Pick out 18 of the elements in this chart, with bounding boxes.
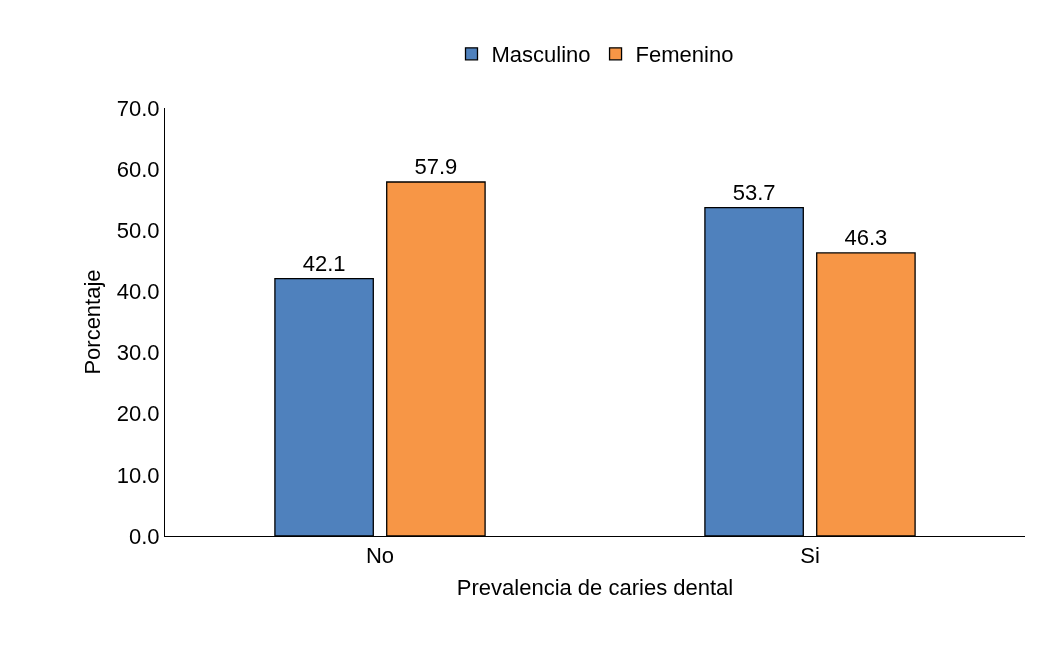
legend-label: Masculino: [491, 42, 591, 68]
y-tick-label: 40.0: [116, 279, 160, 305]
data-label: 53.7: [732, 179, 776, 205]
y-tick-label: 10.0: [116, 462, 160, 488]
x-tick-label: No: [365, 543, 395, 569]
legend-label: Femenino: [635, 42, 734, 68]
y-tick-label: 20.0: [116, 401, 160, 427]
y-axis-title: Porcentaje: [79, 269, 105, 375]
data-label: 42.1: [302, 250, 346, 276]
y-tick-label: 30.0: [116, 340, 160, 366]
data-label: 57.9: [414, 153, 458, 179]
y-tick-label: 60.0: [116, 156, 160, 182]
x-tick-label: Si: [800, 543, 820, 569]
data-label: 46.3: [844, 224, 888, 250]
y-tick-label: 50.0: [116, 217, 160, 243]
y-tick-label: 70.0: [116, 95, 160, 121]
y-tick-label: 0.0: [129, 523, 160, 549]
x-axis-title: Prevalencia de caries dental: [456, 575, 734, 601]
